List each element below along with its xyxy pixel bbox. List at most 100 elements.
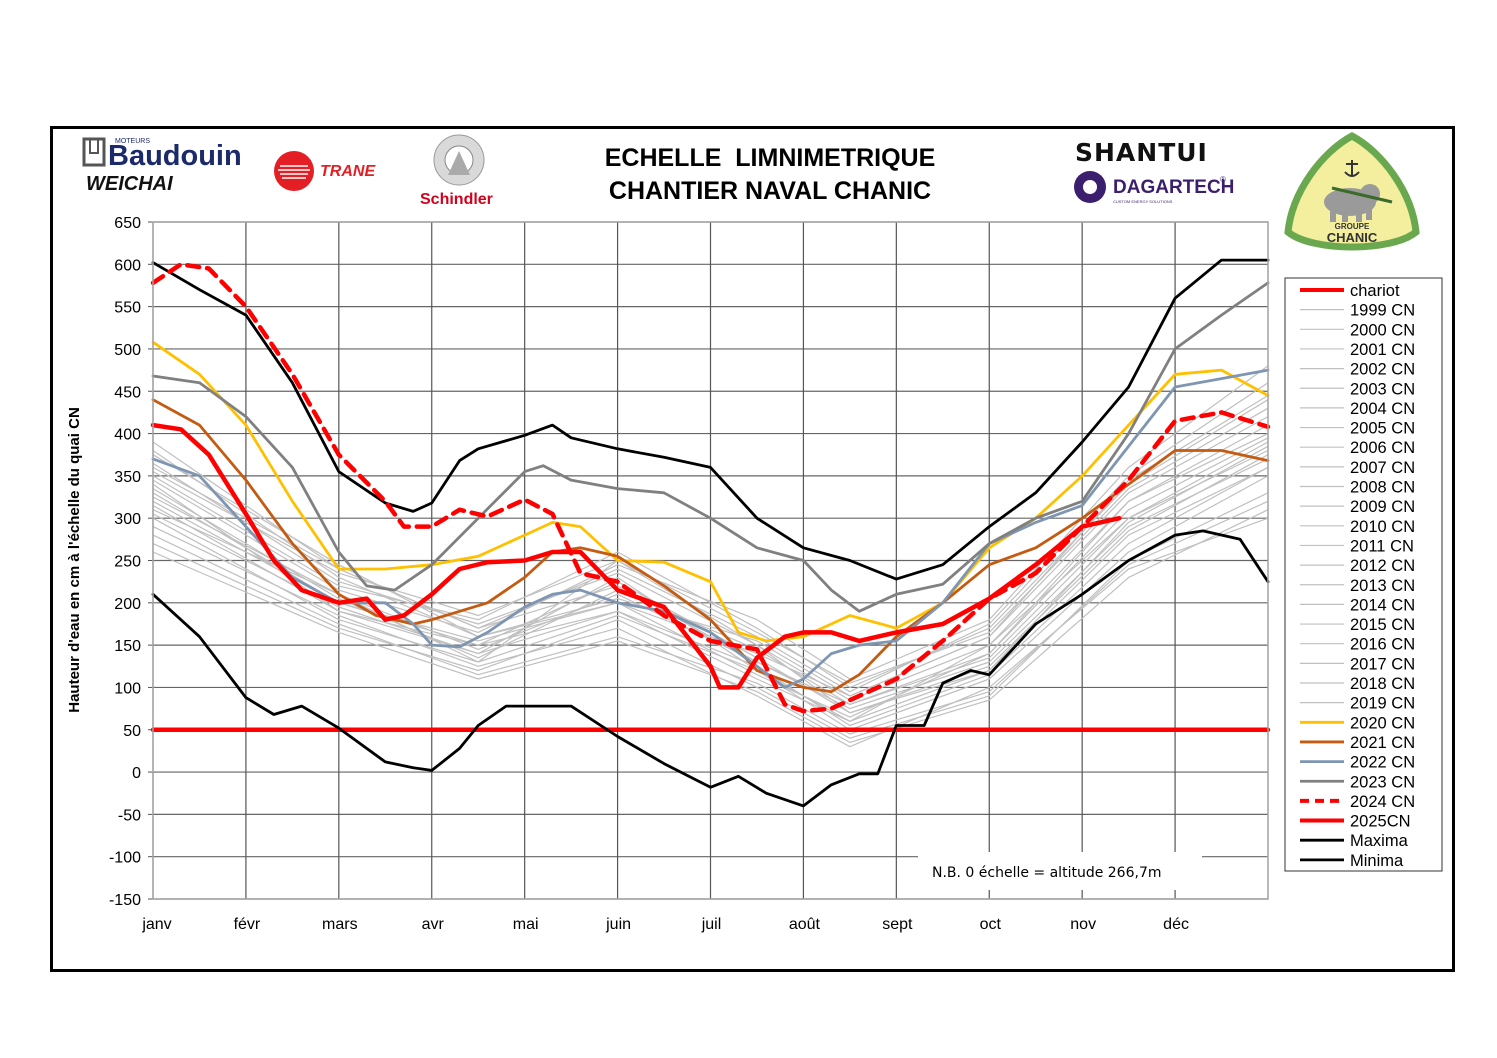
svg-text:®: ® (1220, 175, 1226, 184)
legend-label: Maxima (1350, 832, 1409, 850)
trane-mark-icon (274, 151, 314, 191)
x-tick-label: juil (701, 916, 722, 933)
series-line-2022-cn (151, 368, 1270, 689)
series-line-2021-cn (151, 398, 1270, 694)
legend-item: 2013 CN (1300, 577, 1415, 595)
chanic-groupe-text: GROUPE (1335, 222, 1370, 231)
dagartech-text: DAGARTECH (1113, 177, 1234, 198)
series-line-2004-cn (152, 492, 1269, 739)
legend-label: 2019 CN (1350, 695, 1415, 713)
y-tick-label: 650 (114, 215, 141, 232)
y-tick-label: 550 (114, 300, 141, 317)
legend-item: 2024 CN (1300, 793, 1415, 811)
legend-item: chariot (1300, 282, 1400, 300)
legend-label: 2017 CN (1350, 655, 1415, 673)
legend-label: 2023 CN (1350, 773, 1415, 791)
anchor-icon (1344, 160, 1360, 177)
legend-item: 2025CN (1300, 813, 1411, 831)
weichai-text: WEICHAI (86, 173, 173, 195)
legend-label: 2000 CN (1350, 321, 1415, 339)
legend-label: 2018 CN (1350, 675, 1415, 693)
legend-item: 2016 CN (1300, 636, 1415, 654)
y-tick-label: 300 (114, 511, 141, 528)
y-tick-label: 400 (114, 427, 141, 444)
schindler-text: Schindler (420, 191, 493, 208)
legend-item: 2009 CN (1300, 498, 1415, 516)
y-tick-label: 450 (114, 384, 141, 401)
legend-item: 2023 CN (1300, 773, 1415, 791)
series-line-2008-cn (152, 437, 1269, 718)
legend-label: 2007 CN (1350, 459, 1415, 477)
grid (152, 221, 1269, 900)
legend-label: 2002 CN (1350, 361, 1415, 379)
legend-label: 2005 CN (1350, 420, 1415, 438)
legend-label: 2008 CN (1350, 479, 1415, 497)
legend-label: 1999 CN (1350, 302, 1415, 320)
legend-label: 2014 CN (1350, 596, 1415, 614)
x-tick-label: août (789, 916, 821, 933)
legend-box (1284, 277, 1443, 872)
legend-item: 2005 CN (1300, 420, 1415, 438)
x-tick-label: sept (882, 916, 913, 933)
legend-item: 2007 CN (1300, 459, 1415, 477)
legend-item: 2002 CN (1300, 361, 1415, 379)
dagartech-logo: DAGARTECH ® CUSTOM ENERGY SOLUTIONS (1074, 171, 1234, 204)
legend-label: Minima (1350, 852, 1404, 870)
series-line-2025cn (150, 422, 1122, 690)
plot-area-border (152, 221, 1269, 900)
y-tick-label: 0 (132, 765, 141, 782)
title-line-1: ECHELLE LIMNIMETRIQUE (604, 144, 936, 172)
x-tick-label: mars (322, 916, 358, 933)
series-line-2019-cn (152, 509, 1269, 744)
chanic-name-text: CHANIC (1327, 230, 1378, 245)
legend-item: 2006 CN (1300, 439, 1415, 457)
legend-label: 2010 CN (1350, 518, 1415, 536)
dagartech-tagline: CUSTOM ENERGY SOLUTIONS (1113, 199, 1173, 204)
legend-item: Minima (1300, 852, 1404, 870)
legend-label: 2015 CN (1350, 616, 1415, 634)
x-tick-label: mai (513, 916, 539, 933)
baudouin-small-text: MOTEURS (115, 138, 150, 145)
shantui-text: SHANTUI (1075, 138, 1208, 167)
x-tick-label: janv (141, 916, 171, 933)
y-tick-label: -100 (109, 850, 141, 867)
legend-item: 2004 CN (1300, 400, 1415, 418)
trane-logo: TRANE (274, 151, 376, 191)
legend-item: 2012 CN (1300, 557, 1415, 575)
legend-label: 2020 CN (1350, 714, 1415, 732)
y-tick-label: 250 (114, 554, 141, 571)
legend-item: 2001 CN (1300, 341, 1415, 359)
series-line-2024-cn (150, 262, 1271, 714)
x-tick-label: déc (1163, 916, 1189, 933)
legend-item: 2021 CN (1300, 734, 1415, 752)
chart-title: ECHELLE LIMNIMETRIQUE CHANTIER NAVAL CHA… (520, 142, 1020, 208)
groupe-chanic-logo: GROUPE CHANIC (1284, 132, 1420, 251)
legend-item: Maxima (1300, 832, 1409, 850)
legend-label: 2009 CN (1350, 498, 1415, 516)
series-line-2014-cn (152, 500, 1269, 735)
altitude-note: N.B. 0 échelle = altitude 266,7m (932, 865, 1161, 881)
legend-label: 2024 CN (1350, 793, 1415, 811)
legend-label: chariot (1350, 282, 1400, 300)
y-tick-label: 600 (114, 257, 141, 274)
baudouin-logo: MOTEURS Baudouin WEICHAI (82, 137, 242, 195)
note-box: N.B. 0 échelle = altitude 266,7m (918, 852, 1202, 890)
baudouin-text: Baudouin (108, 140, 242, 172)
legend-item: 2018 CN (1300, 675, 1415, 693)
y-tick-label: 100 (114, 680, 141, 697)
legend-item: 2022 CN (1300, 754, 1415, 772)
y-tick-label: 500 (114, 342, 141, 359)
legend-label: 2012 CN (1350, 557, 1415, 575)
title-line-2: CHANTIER NAVAL CHANIC (608, 177, 932, 205)
shantui-logo: SHANTUI (1075, 138, 1208, 167)
schindler-logo: Schindler (420, 134, 493, 208)
x-tick-label: juin (605, 916, 631, 933)
legend-label: 2013 CN (1350, 577, 1415, 595)
legend-label: 2016 CN (1350, 636, 1415, 654)
y-tick-label: 150 (114, 638, 141, 655)
x-tick-label: oct (980, 916, 1002, 933)
y-tick-label: -150 (109, 892, 141, 909)
series-lines (150, 258, 1271, 808)
